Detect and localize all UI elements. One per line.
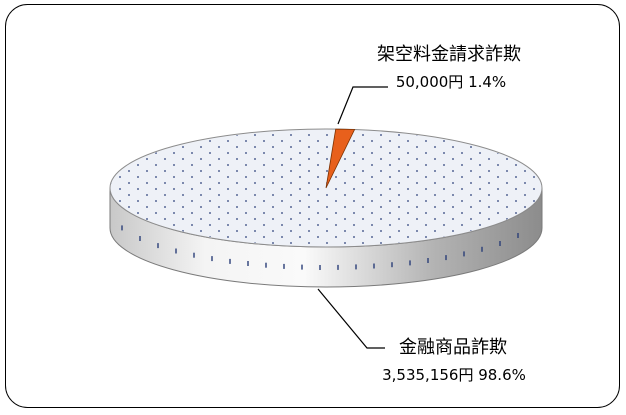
slice-small bbox=[325, 128, 356, 189]
pie-side-pattern bbox=[121, 225, 519, 270]
label-large-value: 3,535,156円 98.6% bbox=[382, 366, 526, 384]
leader-line-small bbox=[337, 86, 388, 125]
label-large-name: 金融商品詐欺 bbox=[399, 337, 507, 358]
label-small-name: 架空料金請求詐欺 bbox=[377, 44, 521, 65]
label-small-value: 50,000円 1.4% bbox=[396, 73, 506, 91]
leader-line-large bbox=[317, 288, 385, 349]
